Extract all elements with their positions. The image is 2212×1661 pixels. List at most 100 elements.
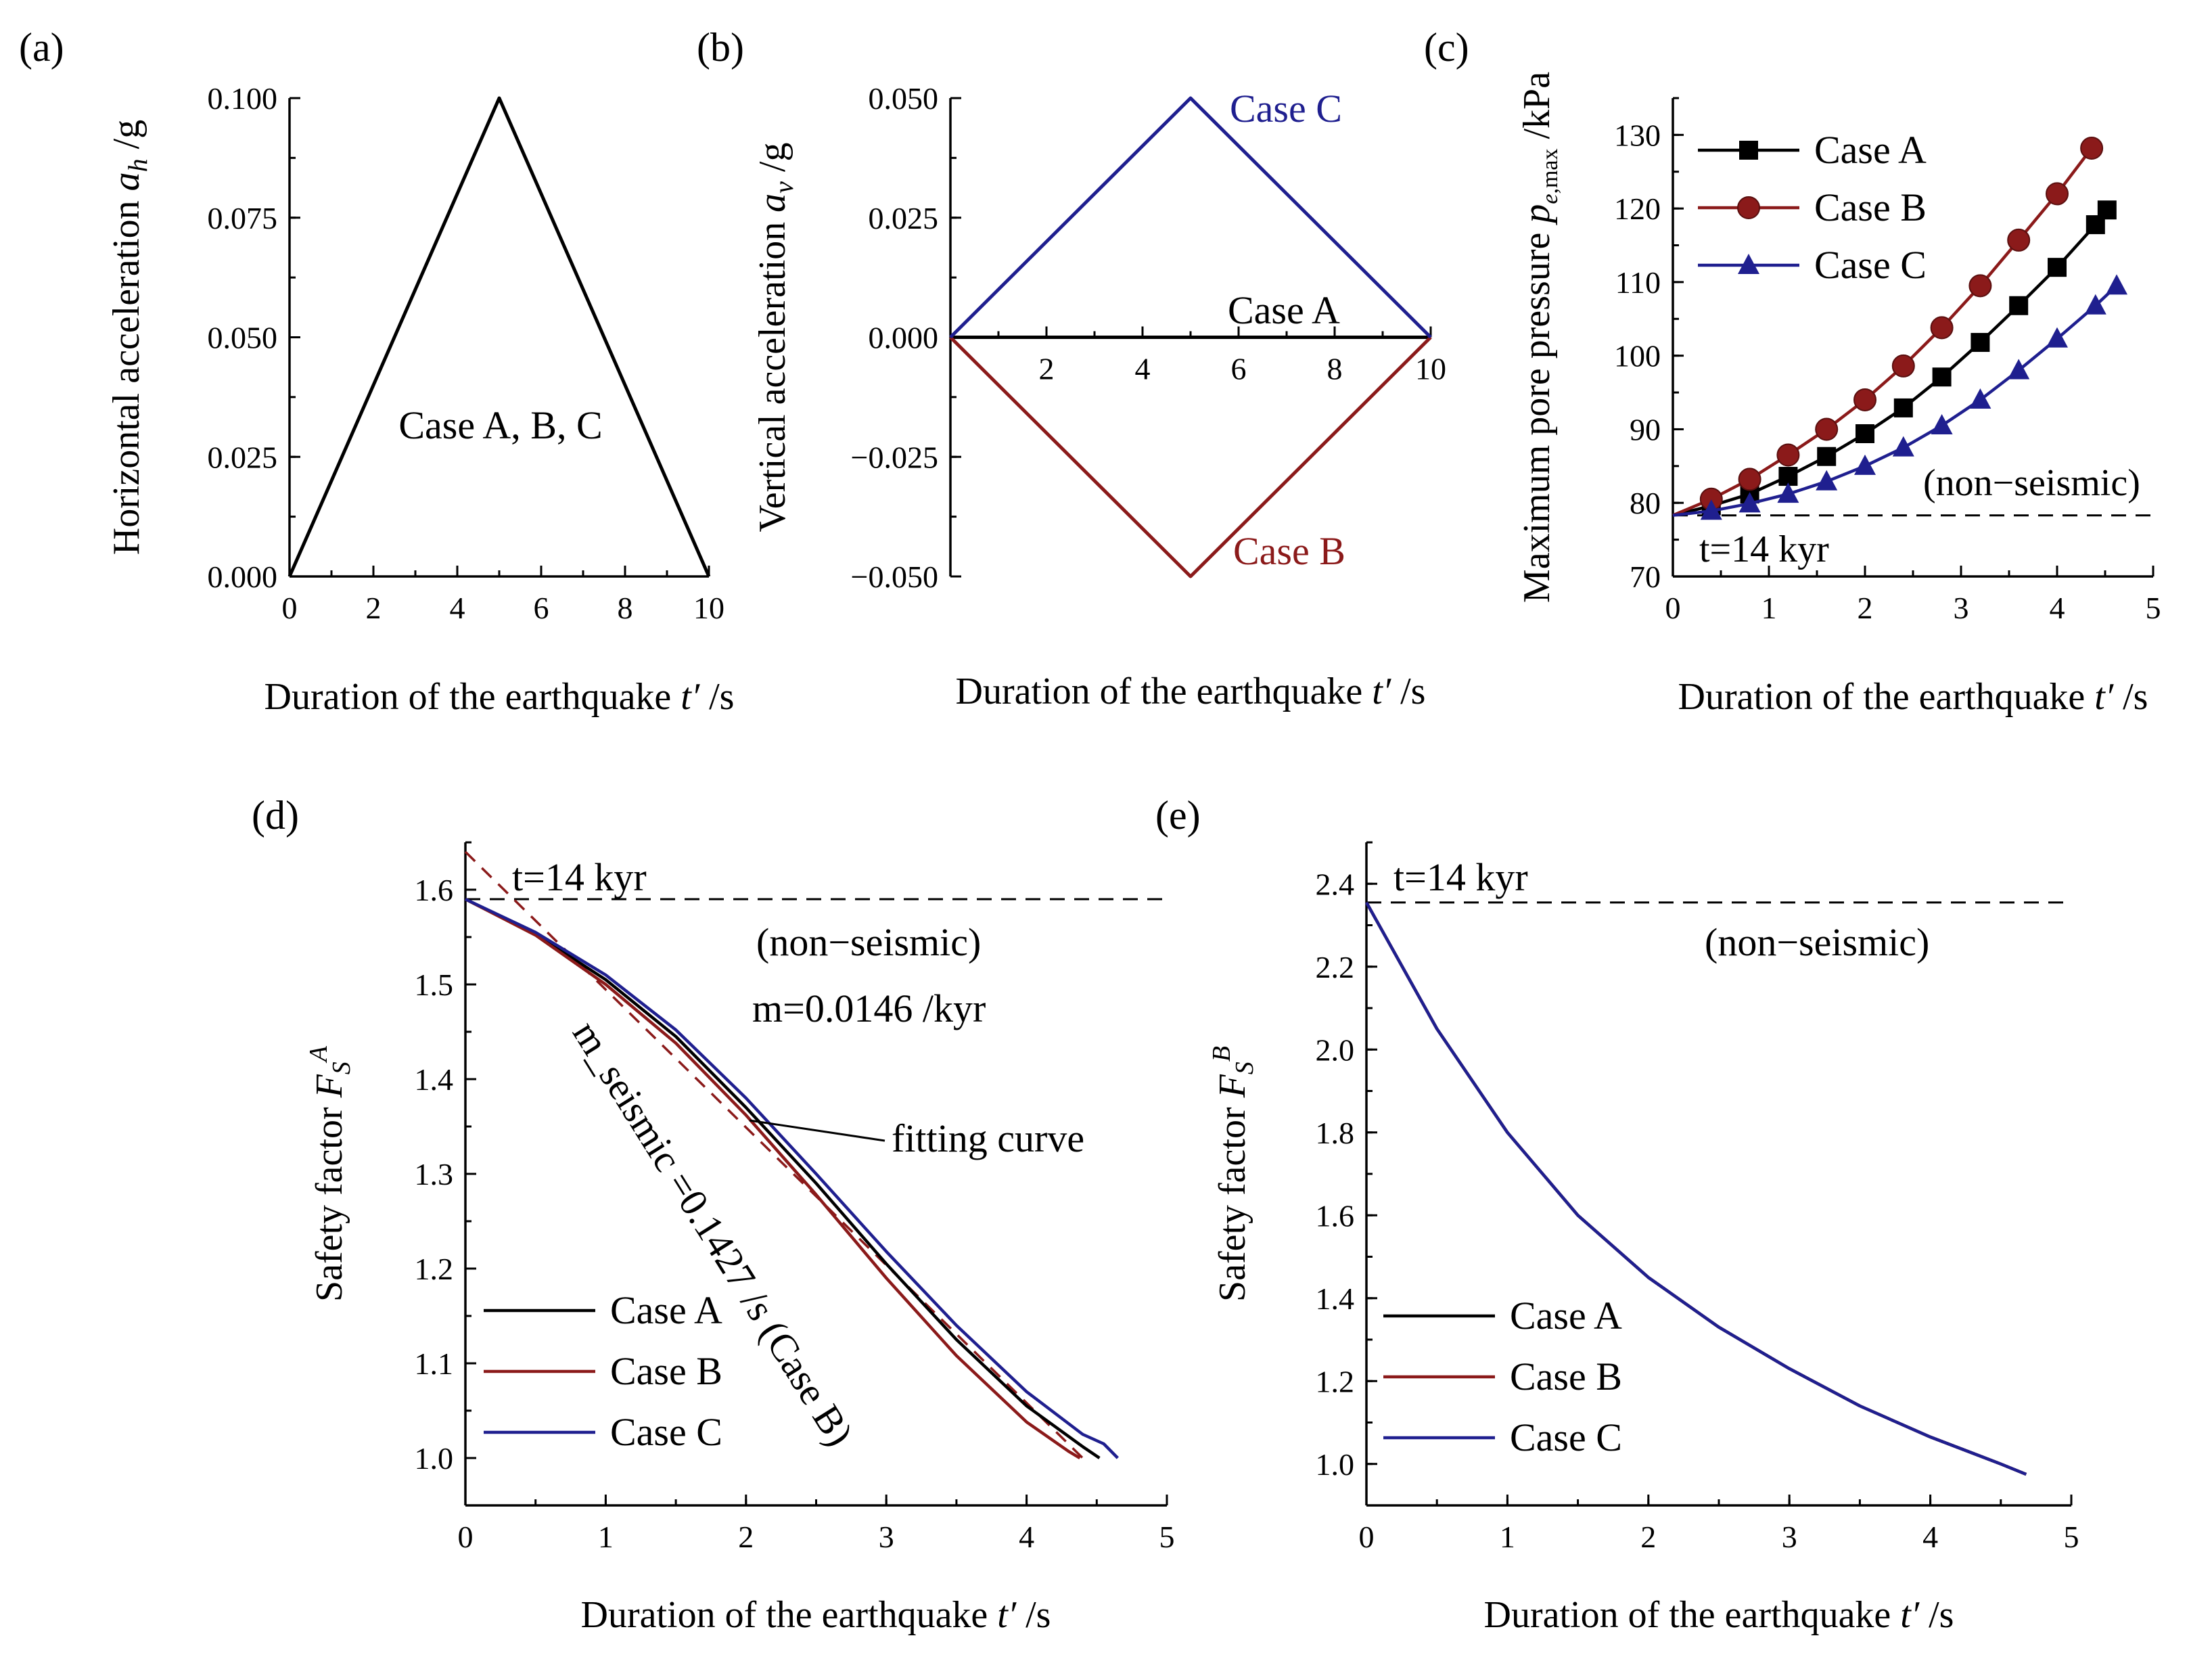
legend-c: Case A Case B Case C	[1698, 128, 1927, 287]
legend-label: Case B	[1510, 1355, 1622, 1398]
y-tick-label-a: 0.025	[208, 440, 278, 474]
marker-square	[1971, 333, 1990, 352]
panel-label-c: (c)	[1424, 25, 1469, 70]
marker-square	[1932, 367, 1952, 387]
series-b-case-c	[949, 96, 1432, 339]
series-line	[287, 96, 711, 578]
panel-label-e: (e)	[1155, 793, 1201, 838]
y-tick-label-e: 1.6	[1316, 1198, 1355, 1233]
series-c-case-c	[1672, 274, 2128, 520]
x-tick-label-c: 1	[1761, 591, 1777, 625]
panel-a: (a) 0 2 4 6 8 10 0.000 0.025 0.050 0.075 0.100 Durat…	[19, 25, 734, 718]
x-tick-label-d: 0	[458, 1520, 474, 1554]
fitting-curve-pointer	[749, 1119, 885, 1142]
x-tick-label-d: 3	[879, 1520, 894, 1554]
x-tick-label-b: 8	[1327, 352, 1343, 386]
y-tick-label-e: 1.2	[1316, 1364, 1355, 1398]
x-tick-label-a: 2	[366, 591, 382, 625]
x-tick-label-c: 0	[1665, 591, 1681, 625]
marker-triangle	[1700, 499, 1722, 520]
marker-triangle	[1892, 436, 1914, 457]
series-e-case-c	[1365, 901, 2027, 1476]
x-tick-label-d: 5	[1159, 1520, 1175, 1554]
series-e-case-a	[1365, 901, 2027, 1476]
legend-label: Case B	[1814, 185, 1927, 229]
y-tick-label-e: 2.0	[1316, 1032, 1355, 1067]
x-tick-label-a: 6	[534, 591, 549, 625]
x-axis-title-e: Duration of the earthquake t′ /s	[1484, 1594, 1954, 1636]
panel-c: (c) 0 1 2 3 4 5 70 80 90 100 110 120 130 Duration of t…	[1424, 25, 2161, 718]
y-tick-label-b: −0.025	[851, 440, 938, 474]
series-d-case-a	[464, 897, 1101, 1459]
y-tick-label-b: 0.050	[869, 81, 939, 116]
annotation-case-c: Case C	[1230, 87, 1342, 131]
legend-label: Case C	[610, 1410, 722, 1454]
marker-triangle	[1777, 482, 1799, 503]
y-axis-title-b: Vertical acceleration av /g	[752, 143, 799, 532]
marker-triangle	[1969, 388, 1991, 409]
series-line	[1365, 901, 2027, 1476]
y-tick-label-e: 1.4	[1316, 1281, 1355, 1316]
panel-label-b: (b)	[697, 25, 744, 70]
legend-e: Case A Case B Case C	[1383, 1294, 1622, 1459]
x-tick-label-d: 2	[738, 1520, 754, 1554]
y-tick-label-d: 1.6	[415, 873, 454, 907]
marker-circle	[1737, 196, 1760, 219]
marker-square	[2097, 200, 2117, 220]
y-axis-title-d: Safety factor FSA	[304, 1045, 356, 1302]
y-tick-label-b: 0.000	[869, 321, 939, 355]
x-tick-label-d: 4	[1019, 1520, 1034, 1554]
marker-circle	[1815, 417, 1839, 441]
x-axis-title-d: Duration of the earthquake t′ /s	[581, 1594, 1051, 1636]
y-tick-label-c: 120	[1614, 191, 1661, 226]
x-tick-label-a: 8	[618, 591, 633, 625]
series-line	[1365, 901, 2027, 1476]
x-tick-label-c: 4	[2050, 591, 2065, 625]
x-tick-label-e: 1	[1500, 1520, 1515, 1554]
y-tick-label-c: 80	[1630, 486, 1661, 520]
panel-label-d: (d)	[252, 793, 299, 838]
legend-label: Case A	[1814, 128, 1927, 172]
marker-square	[1893, 398, 1913, 417]
legend-d: Case A Case B Case C	[484, 1288, 722, 1454]
marker-circle	[2007, 228, 2031, 252]
y-tick-label-a: 0.100	[208, 81, 278, 116]
x-tick-label-d: 1	[598, 1520, 614, 1554]
baseline-label-nonseismic-d: (non−seismic)	[756, 920, 981, 964]
marker-circle	[2046, 182, 2069, 206]
y-tick-label-d: 1.0	[415, 1441, 454, 1476]
y-tick-label-e: 1.0	[1316, 1447, 1355, 1482]
y-axis-title-a: Horizontal acceleration ah /g	[106, 120, 153, 555]
series-line	[949, 96, 1432, 339]
annotation-fitting-curve: fitting curve	[892, 1116, 1084, 1160]
marker-triangle	[2046, 327, 2068, 348]
series-line	[464, 897, 1081, 1459]
y-tick-label-a: 0.050	[208, 321, 278, 355]
y-tick-label-c: 130	[1614, 118, 1661, 152]
marker-triangle	[1738, 254, 1759, 274]
x-tick-label-a: 4	[450, 591, 465, 625]
marker-triangle	[1738, 492, 1761, 513]
series-a-case-a-b-c	[287, 96, 711, 578]
x-tick-label-b: 6	[1231, 352, 1247, 386]
x-tick-label-a: 0	[282, 591, 298, 625]
series-line	[464, 897, 1101, 1459]
marker-circle	[1853, 388, 1876, 411]
x-tick-label-e: 0	[1359, 1520, 1375, 1554]
annotation-m: m=0.0146 /kyr	[752, 986, 986, 1030]
marker-circle	[2080, 136, 2104, 160]
baseline-label-time-d: t=14 kyr	[512, 855, 647, 899]
legend-label: Case A	[1510, 1294, 1622, 1338]
series-line	[1365, 901, 2027, 1476]
y-tick-label-b: −0.050	[851, 560, 938, 594]
annotation-case-a: Case A	[1228, 288, 1340, 332]
x-tick-label-c: 5	[2146, 591, 2161, 625]
y-axis-title-e: Safety factor FSB	[1207, 1046, 1259, 1302]
panel-d: (d) 0 1 2 3 4 5 1.0 1.1 1.2 1.3 1.4 1.5 1.6 Duration o…	[252, 793, 1175, 1636]
marker-circle	[1738, 468, 1761, 491]
series-c-case-b	[1672, 136, 2104, 517]
marker-square	[1856, 424, 1874, 443]
y-tick-label-b: 0.025	[869, 201, 939, 235]
y-tick-label-a: 0.075	[208, 201, 278, 235]
